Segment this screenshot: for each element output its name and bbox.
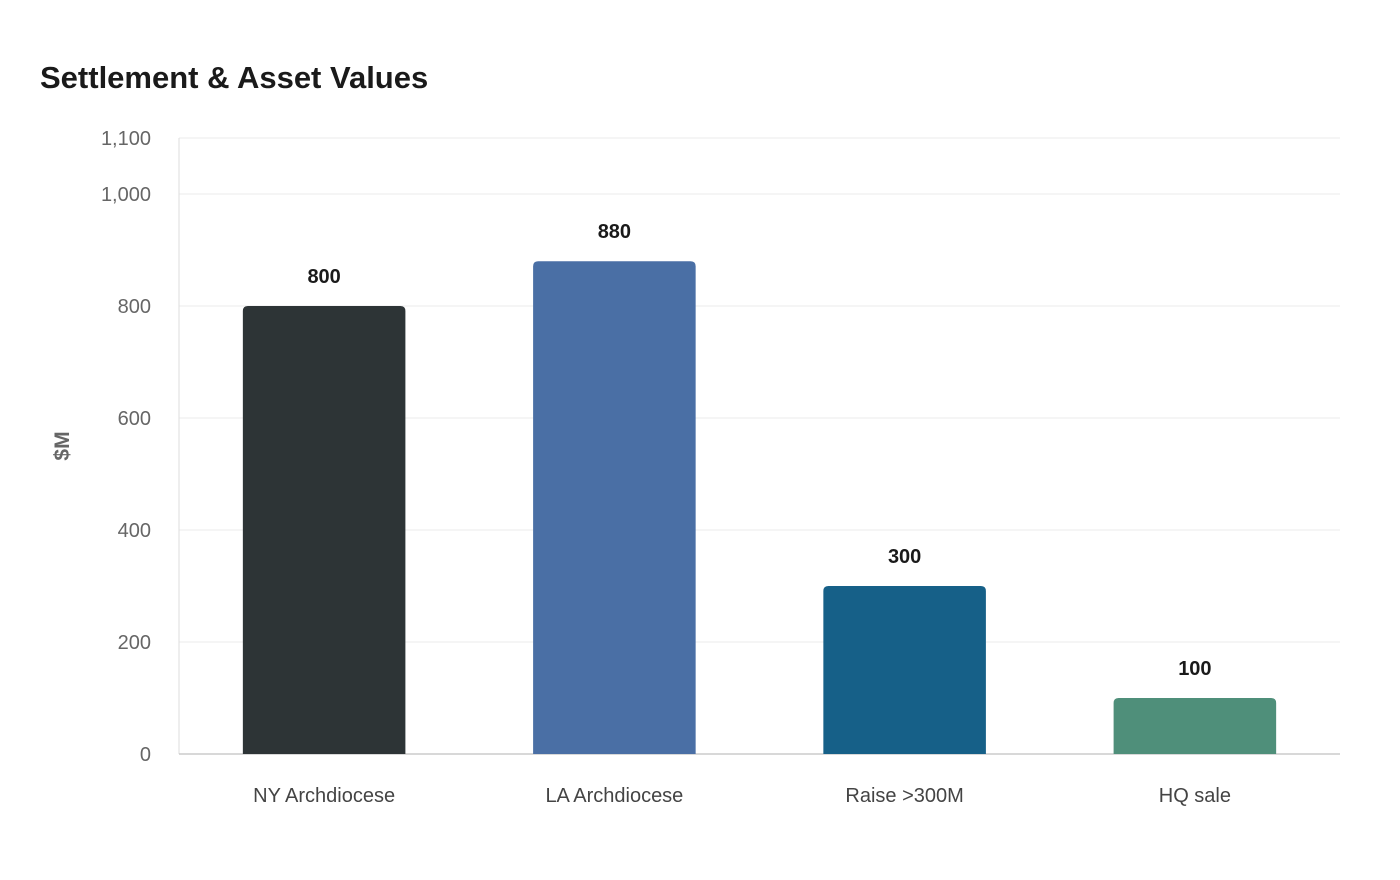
y-tick-label: 600 (118, 408, 151, 430)
category-label: Raise >300M (845, 785, 963, 807)
data-label: 880 (598, 221, 631, 243)
bar (823, 586, 986, 754)
chart-title: Settlement & Asset Values (40, 60, 429, 95)
y-tick-labels: 0 200 400 600 800 1,000 1,100 (101, 128, 151, 766)
bar (1113, 698, 1277, 754)
bar (242, 306, 406, 754)
category-label: LA Archdiocese (545, 785, 683, 807)
bar (533, 261, 696, 754)
category-label: HQ sale (1159, 785, 1231, 807)
data-label: 300 (888, 546, 921, 568)
y-axis-title: $M (51, 431, 74, 460)
data-labels: 800 880 300 100 (307, 221, 1211, 680)
data-label: 800 (307, 266, 340, 288)
y-tick-label: 200 (118, 632, 151, 654)
y-tick-label: 400 (118, 520, 151, 542)
bars (242, 261, 1277, 754)
y-tick-label: 800 (118, 296, 151, 318)
y-tick-label: 0 (140, 744, 151, 766)
y-tick-label: 1,100 (101, 128, 151, 150)
data-label: 100 (1178, 658, 1211, 680)
category-label: NY Archdiocese (253, 785, 395, 807)
y-tick-label: 1,000 (101, 184, 151, 206)
category-labels: NY Archdiocese LA Archdiocese Raise >300M H… (253, 785, 1231, 807)
